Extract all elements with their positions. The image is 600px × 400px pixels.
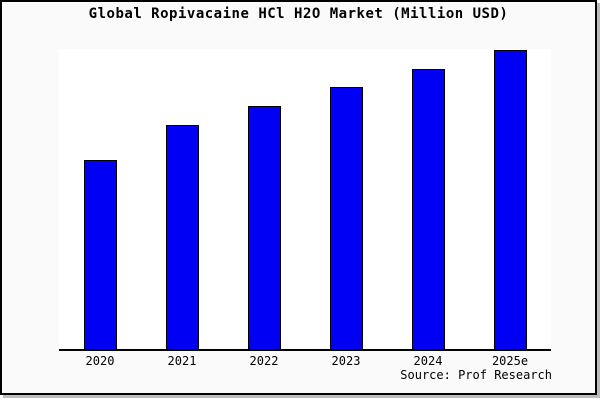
x-tick-label-2024: 2024 — [413, 354, 443, 368]
bar-2020 — [83, 160, 117, 349]
bar-slot — [141, 49, 223, 349]
chart-title: Global Ropivacaine HCl H2O Market (Milli… — [88, 6, 509, 22]
x-axis-labels: 2020 2021 2022 2023 2024 2025e — [59, 354, 551, 368]
bars-row — [59, 49, 551, 349]
bar-slot — [387, 49, 469, 349]
x-tick-label-2022: 2022 — [249, 354, 279, 368]
x-tick-label-2021: 2021 — [167, 354, 197, 368]
x-tick-label-2025e: 2025e — [491, 354, 529, 368]
bar-2024 — [411, 68, 445, 349]
bar-slot — [469, 49, 551, 349]
bar-slot — [59, 49, 141, 349]
bar-2023 — [329, 86, 363, 349]
bar-2025e — [493, 49, 527, 349]
x-tick-label-2023: 2023 — [331, 354, 361, 368]
source-label: Source: Prof Research — [400, 368, 552, 382]
bar-slot — [223, 49, 305, 349]
x-tick-label-2020: 2020 — [85, 354, 115, 368]
bar-2022 — [247, 105, 281, 349]
bar-slot — [305, 49, 387, 349]
plot-area — [59, 49, 551, 351]
bar-2021 — [165, 124, 199, 349]
